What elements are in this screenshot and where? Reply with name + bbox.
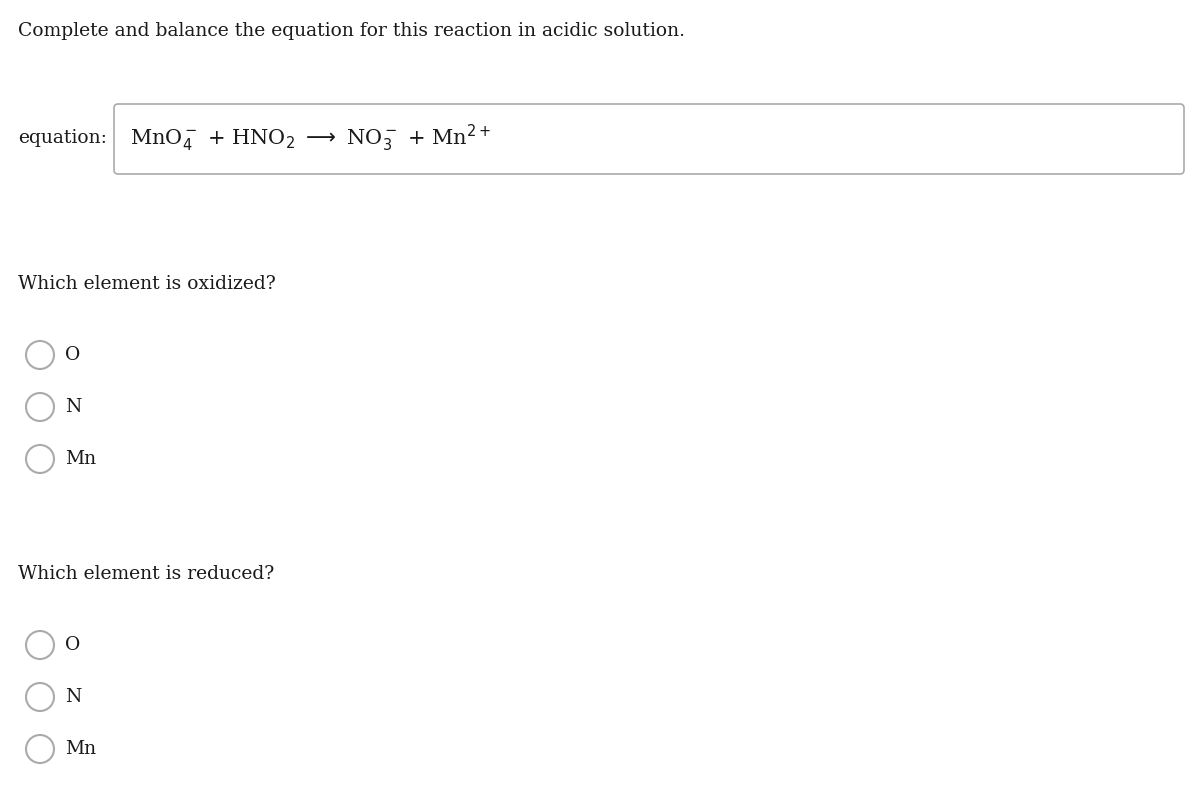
Text: N: N bbox=[65, 688, 82, 706]
Text: N: N bbox=[65, 398, 82, 416]
Text: Mn: Mn bbox=[65, 450, 96, 468]
Ellipse shape bbox=[26, 393, 54, 421]
FancyBboxPatch shape bbox=[114, 104, 1184, 174]
Ellipse shape bbox=[26, 683, 54, 711]
Text: Complete and balance the equation for this reaction in acidic solution.: Complete and balance the equation for th… bbox=[18, 22, 685, 40]
Text: Which element is reduced?: Which element is reduced? bbox=[18, 565, 275, 583]
Text: O: O bbox=[65, 636, 80, 654]
Text: MnO$_4^-$ + HNO$_2$ $\longrightarrow$ NO$_3^-$ + Mn$^{2+}$: MnO$_4^-$ + HNO$_2$ $\longrightarrow$ NO… bbox=[130, 122, 491, 153]
Ellipse shape bbox=[26, 341, 54, 369]
Text: equation:: equation: bbox=[18, 129, 107, 147]
Text: Which element is oxidized?: Which element is oxidized? bbox=[18, 275, 276, 293]
Ellipse shape bbox=[26, 445, 54, 473]
Ellipse shape bbox=[26, 631, 54, 659]
Text: O: O bbox=[65, 346, 80, 364]
Text: Mn: Mn bbox=[65, 740, 96, 758]
Ellipse shape bbox=[26, 735, 54, 763]
